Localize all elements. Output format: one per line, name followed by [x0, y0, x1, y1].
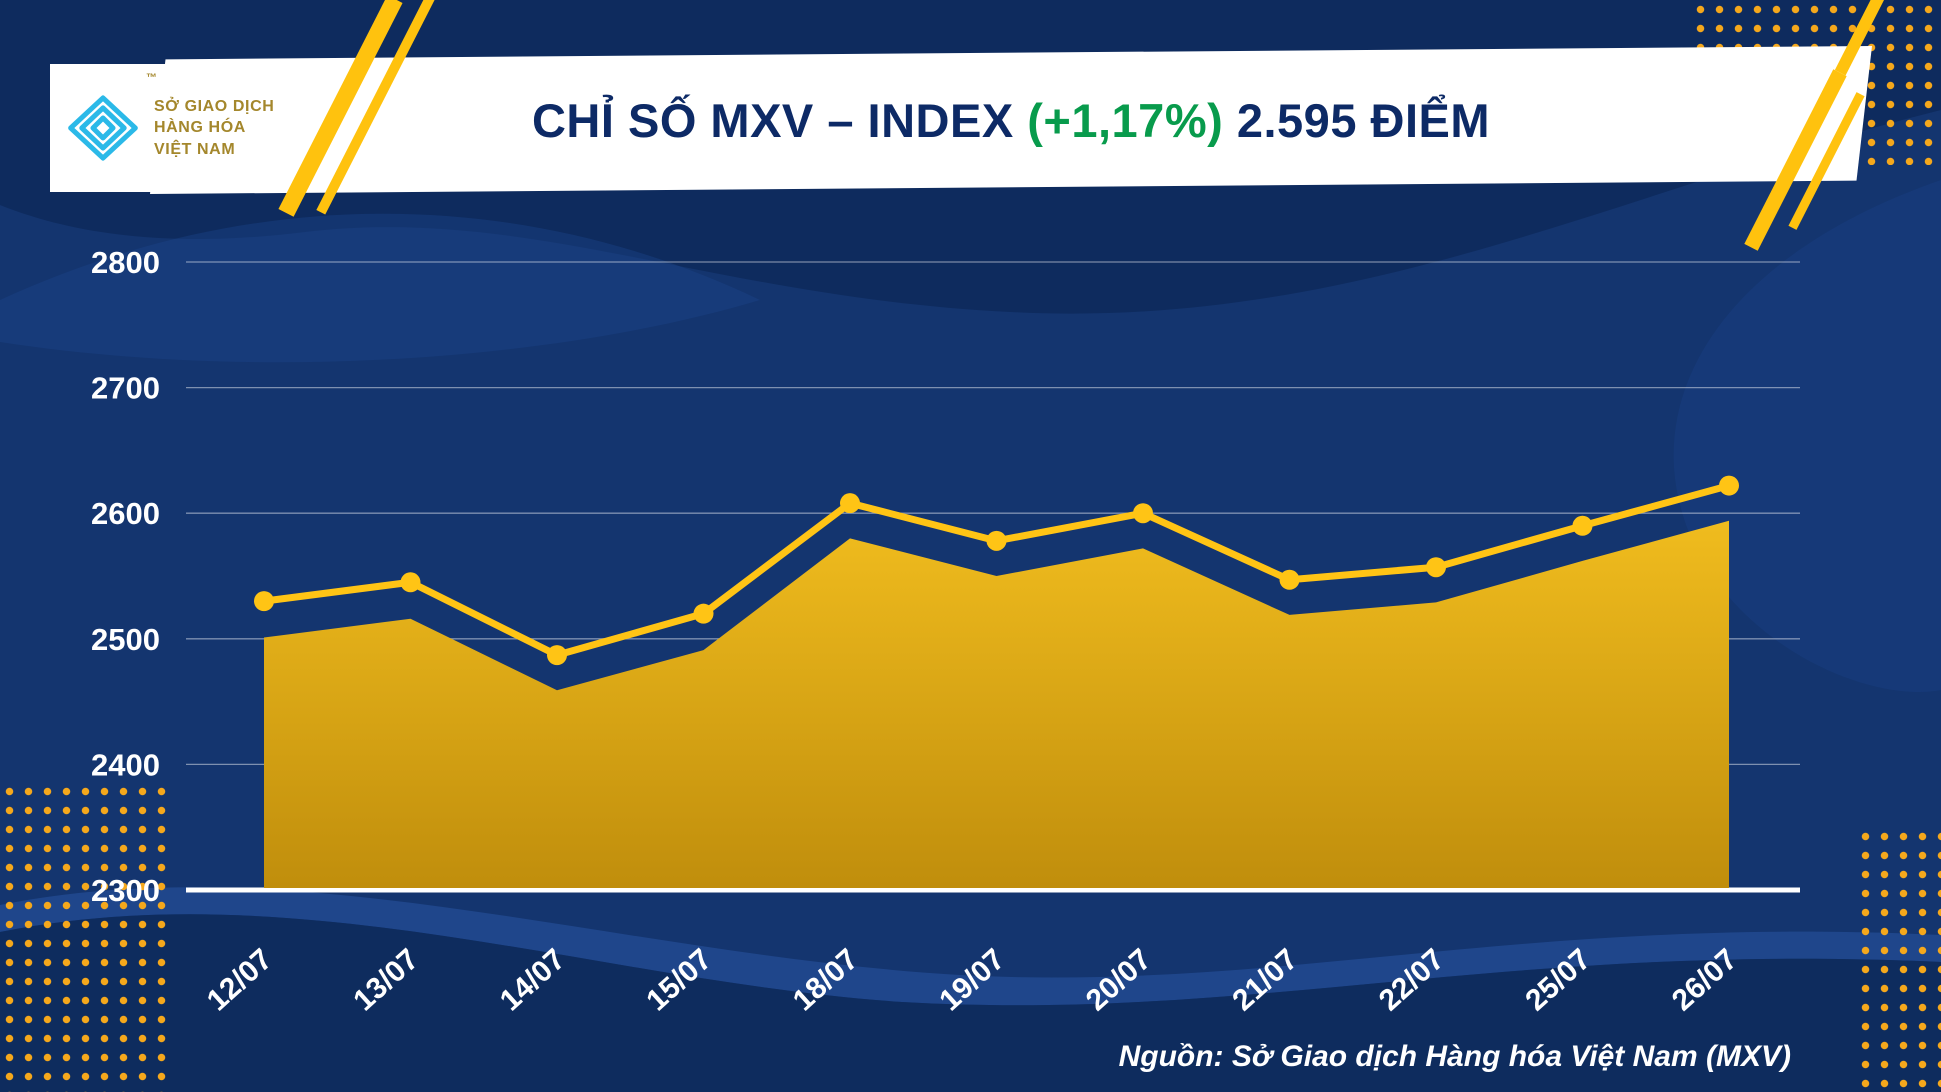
- x-tick-label: 13/07: [347, 943, 425, 1018]
- logo-line-3: VIỆT NAM: [154, 140, 236, 158]
- dot-pattern-bottom-left: [0, 782, 175, 1092]
- mxv-logo-box: ™ SỞ GIAO DỊCH HÀNG HÓA VIỆT NAM: [50, 64, 322, 192]
- title-index-value: 2.595 ĐIỂM: [1236, 93, 1491, 147]
- data-point-marker: [986, 530, 1007, 551]
- y-tick-label: 2400: [91, 747, 160, 782]
- x-tick-label: 15/07: [640, 943, 718, 1018]
- data-point-marker: [1279, 569, 1300, 590]
- data-point-marker: [1572, 515, 1593, 536]
- x-tick-label: 20/07: [1080, 943, 1158, 1018]
- x-tick-label: 19/07: [933, 943, 1011, 1018]
- y-tick-label: 2800: [91, 245, 160, 280]
- title-banner: CHỈ SỐ MXV – INDEX (+1,17%) 2.595 ĐIỂM: [150, 46, 1872, 194]
- data-point-marker: [1133, 503, 1153, 524]
- x-tick-label: 21/07: [1226, 943, 1304, 1018]
- title-main: CHỈ SỐ MXV – INDEX: [531, 93, 1014, 147]
- chart-line-series: [254, 475, 1739, 666]
- x-tick-label: 14/07: [494, 943, 572, 1018]
- logo-line-1: SỞ GIAO DỊCH: [154, 97, 275, 115]
- chart-area-fill: [264, 520, 1729, 888]
- y-tick-label: 2500: [91, 622, 160, 657]
- x-tick-label: 25/07: [1519, 943, 1597, 1018]
- source-note: Nguồn: Sở Giao dịch Hàng hóa Việt Nam (M…: [1118, 1040, 1791, 1073]
- y-tick-label: 2600: [91, 496, 160, 531]
- title-change-percent: (+1,17%): [1027, 93, 1224, 147]
- x-tick-label: 18/07: [787, 943, 865, 1018]
- data-point-marker: [1719, 475, 1739, 496]
- x-tick-label: 12/07: [201, 943, 279, 1018]
- data-point-marker: [400, 572, 421, 593]
- y-tick-label: 2700: [91, 371, 160, 406]
- trademark-symbol: ™: [146, 72, 157, 84]
- x-tick-label: 26/07: [1666, 943, 1744, 1018]
- dot-pattern-bottom-right: [1856, 827, 1941, 1092]
- data-point-marker: [254, 591, 274, 612]
- data-point-marker: [693, 603, 714, 624]
- data-point-marker: [1426, 557, 1446, 578]
- page-title: CHỈ SỐ MXV – INDEX (+1,17%) 2.595 ĐIỂM: [532, 93, 1490, 148]
- mxv-logo-icon: [68, 95, 138, 161]
- mxv-logo-text: SỞ GIAO DỊCH HÀNG HÓA VIỆT NAM: [154, 96, 274, 161]
- data-point-marker: [840, 493, 860, 514]
- data-point-marker: [547, 645, 567, 666]
- logo-line-2: HÀNG HÓA: [154, 119, 246, 137]
- x-tick-label: 22/07: [1373, 943, 1451, 1018]
- y-tick-label: 2300: [91, 873, 160, 908]
